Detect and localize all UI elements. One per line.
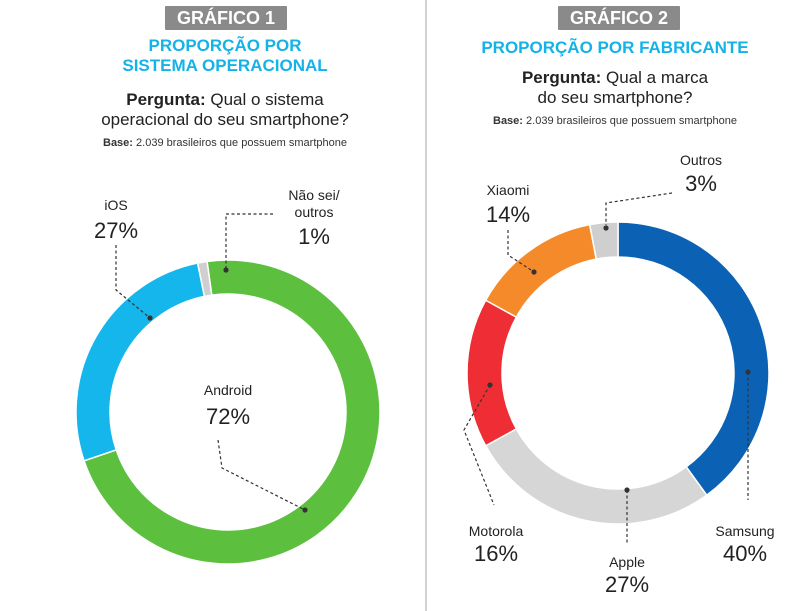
question-prefix: Pergunta: [521,68,602,87]
slice-label: Xiaomi [487,182,530,198]
donut-slice [588,221,619,260]
slice-label: iOS [104,197,127,213]
leader-dot [624,487,630,493]
base-prefix: Base: [493,115,523,127]
chart-base: Base: 2.039 brasileiros que possuem smar… [430,115,800,127]
question-text-line: operacional do seu smartphone? [101,110,349,129]
leader-line [115,245,151,319]
chart-question: Pergunta: Qual a marca do seu smartphone… [430,68,800,108]
leader-dot [302,507,308,513]
chart-subtitle-line: PROPORÇÃO POR FABRICANTE [481,38,749,57]
slice-value: 16% [474,541,518,566]
chart-panel-brand: GRÁFICO 2 PROPORÇÃO POR FABRICANTE Pergu… [430,0,800,611]
donut-slice [196,260,213,298]
slice-value: 27% [605,572,649,597]
question-prefix: Pergunta: [126,90,206,109]
leader-line [605,192,673,225]
leader-line [463,384,495,506]
slice-label: Android [204,382,252,398]
chart-subtitle-line: PROPORÇÃO POR [148,36,302,55]
slice-value: 40% [723,541,767,566]
chart-subtitle-line: SISTEMA OPERACIONAL [122,56,328,75]
question-text-line: do seu smartphone? [537,88,693,107]
chart-base: Base: 2.039 brasileiros que possuem smar… [0,137,450,149]
chart-badge: GRÁFICO 2 [558,6,681,30]
chart-subtitle: PROPORÇÃO POR SISTEMA OPERACIONAL [0,36,450,76]
leader-line [225,213,273,270]
base-prefix: Base: [103,137,133,149]
donut-chart-2: Samsung 40% Apple 27% Motorola 16% Xiaomi 14% Ou… [463,152,775,597]
slice-label: Samsung [715,523,774,539]
slice-value: 72% [206,404,250,429]
slice-label: outros [295,204,334,220]
leader-dot [745,369,751,375]
base-text: 2.039 brasileiros que possuem smartphone [526,115,737,127]
question-text-line: Qual a marca [606,68,709,87]
chart-badge: GRÁFICO 1 [165,6,288,30]
slice-label: Apple [609,554,645,570]
slice-value: 27% [94,218,138,243]
leader-dot [147,315,153,321]
leader-dot [531,269,537,275]
leader-line [217,439,306,511]
leader-dot [223,267,229,273]
chart-subtitle: PROPORÇÃO POR FABRICANTE [430,38,800,58]
base-text: 2.039 brasileiros que possuem smartphone [136,137,347,149]
slice-value: 3% [685,171,717,196]
leader-line [507,230,535,273]
donut-slice [617,221,770,497]
chart-panel-os: GRÁFICO 1 PROPORÇÃO POR SISTEMA OPERACIO… [101,6,349,149]
slice-value: 1% [298,224,330,249]
donut-slice [484,223,598,319]
slice-label: Motorola [469,523,524,539]
slice-label: Não sei/ [288,187,339,203]
donut-slice [75,262,206,462]
panel-divider [425,0,427,611]
donut-slice [466,299,518,447]
slice-label: Outros [680,152,722,168]
slice-value: 14% [486,202,530,227]
donut-chart-1: Android 72% iOS 27% Não sei/outros 1% [75,187,381,565]
leader-dot [487,382,493,388]
question-text-line: Qual o sistema [210,90,324,109]
donut-slice [83,259,381,565]
chart-question: Pergunta: Qual o sistema operacional do … [0,90,450,130]
donut-slice [484,427,708,525]
leader-dot [603,225,609,231]
